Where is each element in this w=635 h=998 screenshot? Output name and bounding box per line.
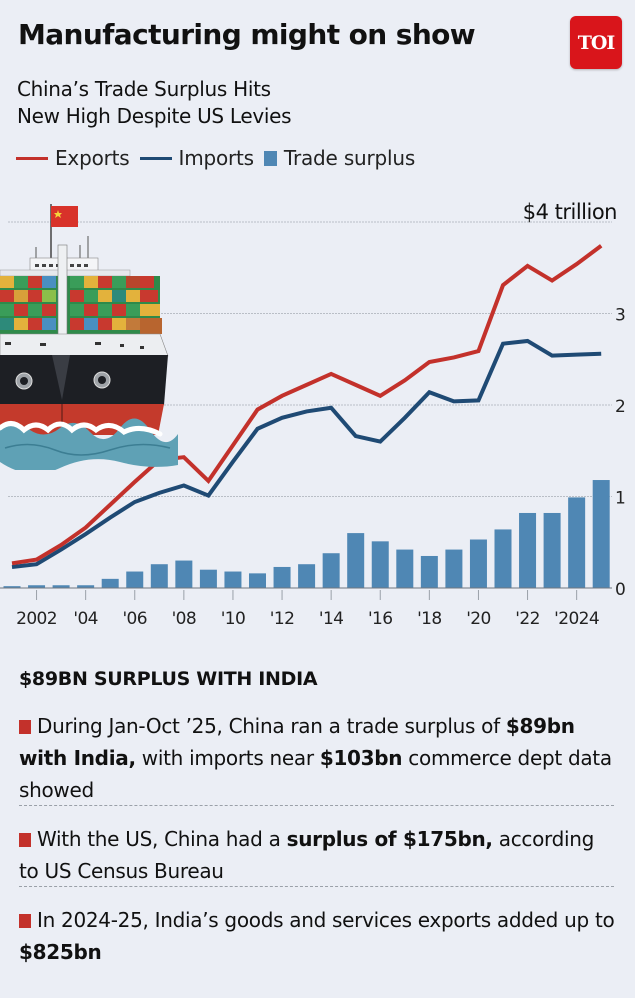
x-tick-label: '14	[319, 609, 344, 629]
cargo-ship-illustration	[0, 204, 178, 470]
bullet-text: In 2024-25, India’s goods and services e…	[37, 908, 615, 932]
legend-label: Trade surplus	[283, 146, 416, 170]
y-tick-label: 0	[615, 580, 626, 600]
surplus-bar	[494, 529, 512, 588]
bullet-square-icon	[19, 720, 31, 734]
bullet-text: commerce dept data showed	[19, 746, 612, 802]
legend-item-exports: Exports	[16, 146, 130, 170]
legend-label: Imports	[178, 146, 255, 170]
surplus-bar	[249, 573, 266, 588]
x-tick-label: '22	[515, 609, 540, 629]
surplus-bar	[150, 564, 168, 588]
bullet-text: With the US, China had a	[37, 827, 287, 851]
bullet-square-icon	[19, 833, 31, 847]
bold-highlight: surplus of $175bn,	[286, 827, 493, 851]
bullet-text: During Jan-Oct ’25, China ran a trade su…	[37, 714, 506, 738]
divider	[19, 886, 614, 887]
china-flag-icon	[51, 206, 78, 227]
surplus-bar	[101, 578, 119, 588]
x-tick-label: '06	[122, 609, 147, 629]
surplus-bar	[126, 571, 144, 588]
trade-chart: 0 1 2 3 $4 trillion 2002 '04 '06 '08 '10 '12 '14 '16…	[0, 190, 635, 650]
legend-item-imports: Imports	[139, 146, 255, 170]
surplus-bar	[371, 541, 389, 588]
divider	[19, 805, 614, 806]
legend-label: Exports	[55, 146, 130, 170]
surplus-bar	[568, 497, 586, 588]
surplus-bar	[543, 512, 561, 588]
y-top-label: $4 trillion	[523, 200, 617, 224]
surplus-bar	[77, 585, 95, 588]
surplus-bar	[420, 555, 438, 588]
chart-canvas: 0 1 2 3 $4 trillion 2002 '04 '06 '08 '10 '12 '14 '16…	[0, 200, 626, 629]
x-tick-label: '12	[270, 609, 295, 629]
y-tick-label: 2	[615, 397, 626, 417]
bullet-square-icon	[19, 914, 31, 928]
exports-line	[11, 244, 603, 566]
surplus-bar	[28, 585, 46, 588]
x-tick-label: '04	[73, 609, 98, 629]
surplus-bar	[224, 571, 242, 588]
page-title: Manufacturing might on show	[18, 18, 476, 51]
logo-text: TOI	[577, 31, 616, 54]
surplus-bar	[396, 549, 414, 588]
y-tick-label: 1	[615, 489, 626, 509]
x-tick-label: '18	[417, 609, 442, 629]
x-tick-label: 2002	[16, 609, 57, 629]
bold-highlight: $103bn	[319, 746, 403, 770]
y-tick-label: 3	[615, 306, 626, 326]
bold-highlight: $825bn	[19, 940, 102, 964]
surplus-bar	[445, 549, 463, 588]
surplus-bar-swatch-icon	[263, 150, 277, 166]
subtitle-line-2: New High Despite US Levies	[17, 104, 292, 128]
surplus-bar	[322, 553, 340, 588]
surplus-bar	[347, 533, 365, 588]
surplus-bar	[199, 569, 217, 588]
surplus-bar	[519, 512, 537, 588]
surplus-bar	[52, 585, 70, 588]
toi-logo: TOI	[570, 16, 622, 69]
fact-bullet-india-exports: In 2024-25, India’s goods and services e…	[19, 904, 619, 968]
surplus-bar	[469, 539, 487, 588]
surplus-bar	[273, 566, 291, 588]
legend-item-surplus: Trade surplus	[263, 146, 416, 170]
surplus-bar	[3, 586, 21, 588]
subtitle-line-1: China’s Trade Surplus Hits	[17, 77, 271, 101]
chart-subtitle: China’s Trade Surplus Hits New High Desp…	[17, 76, 292, 130]
fact-bullet-india: During Jan-Oct ’25, China ran a trade su…	[19, 710, 619, 806]
x-tick-label: '16	[368, 609, 393, 629]
bullet-text: according to US Census Bureau	[19, 827, 595, 883]
x-tick-label: '08	[172, 609, 197, 629]
chart-legend: Exports Imports Trade surplus	[16, 146, 425, 170]
exports-line-swatch-icon	[16, 156, 48, 160]
bullet-text: with imports near	[135, 746, 320, 770]
imports-line-swatch-icon	[139, 156, 172, 160]
fact-bullet-us: With the US, China had a surplus of $175…	[19, 823, 619, 887]
x-tick-label: '2024	[554, 609, 599, 629]
surplus-bar	[298, 564, 316, 588]
x-tick-label: '10	[221, 609, 246, 629]
x-tick-label: '20	[466, 609, 491, 629]
surplus-bar	[175, 560, 193, 588]
bold-highlight: $89bn with India,	[19, 714, 575, 770]
facts-heading: $89BN SURPLUS WITH INDIA	[19, 668, 318, 690]
imports-line	[11, 338, 602, 569]
surplus-bar	[592, 480, 610, 588]
